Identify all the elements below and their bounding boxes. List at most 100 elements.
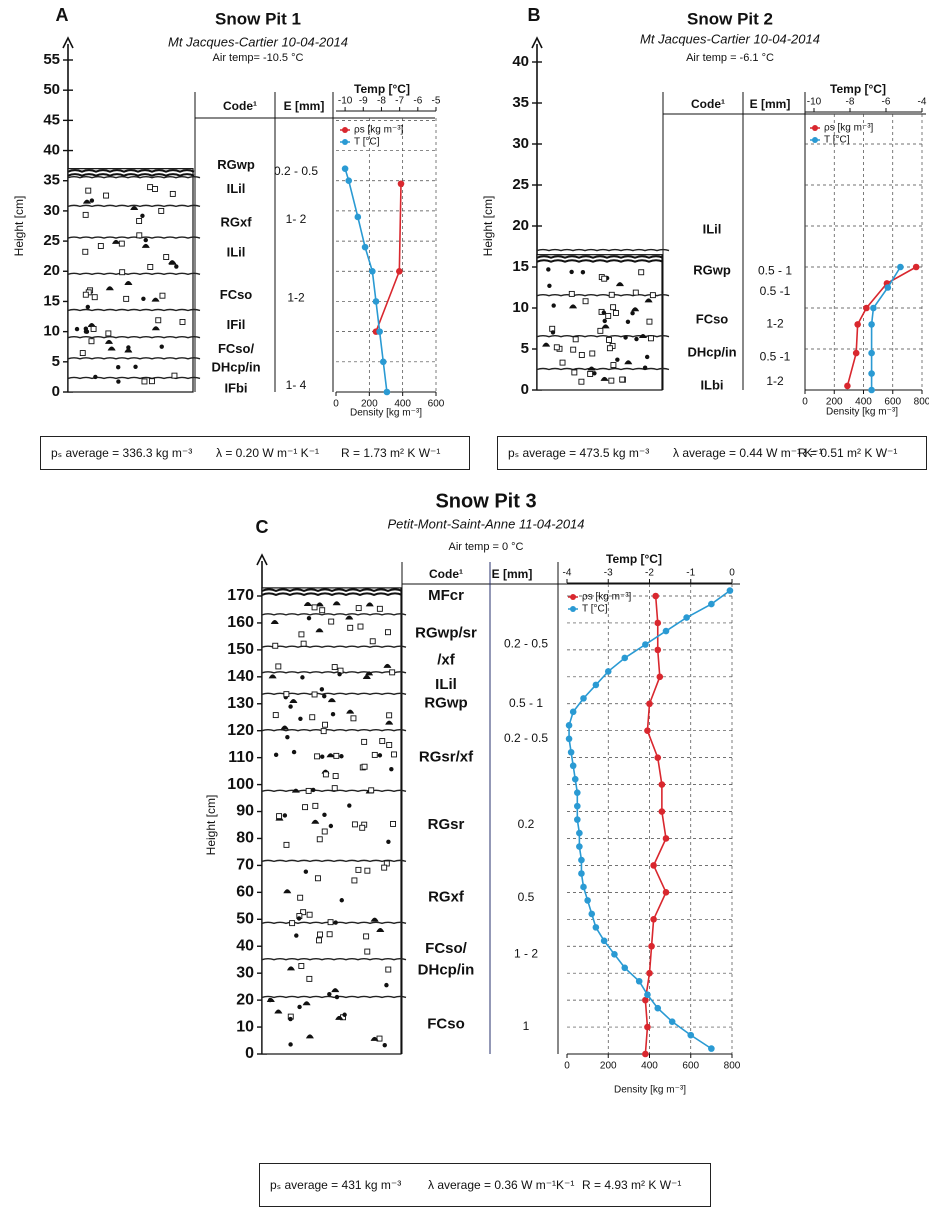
temp-point [584, 897, 591, 904]
density-tick-label: 200 [361, 399, 378, 410]
grain-symbol-rounded [303, 869, 309, 874]
grain-symbol-depth-hoar [274, 1009, 283, 1014]
grain-symbol-faceted [272, 712, 279, 719]
density-series-line [644, 595, 667, 1055]
temp-point [379, 358, 387, 366]
grain-symbol-faceted [605, 312, 612, 319]
layer-boundary [261, 645, 407, 648]
grain-symbol-faceted [79, 350, 86, 357]
grain-symbol-depth-hoar [302, 1001, 311, 1006]
layer-code-label: DHcp/in [687, 345, 736, 360]
density-tick-label: 600 [884, 397, 901, 408]
height-tick-label: 120 [227, 722, 254, 739]
temp-tick-label: -3 [604, 568, 613, 579]
panel-air-temp: Air temp = 0 °C [448, 541, 523, 553]
grain-symbol-depth-hoar [370, 1036, 379, 1041]
height-axis-label: Height [cm] [12, 196, 26, 257]
temp-point [565, 722, 573, 729]
grain-symbol-rounded [319, 687, 325, 692]
layer-boundary [261, 671, 407, 674]
layer-boundary [67, 335, 201, 339]
panel-location: Mt Jacques-Cartier 10-04-2014 [168, 34, 348, 49]
grain-symbol-faceted [606, 345, 613, 352]
layer-e-label: 0.2 - 0.5 [274, 164, 318, 178]
layer-boundary [261, 859, 407, 863]
grain-symbol-faceted [88, 338, 95, 345]
layer-boundary [261, 729, 407, 732]
grain-symbol-faceted [610, 304, 617, 311]
grain-symbol-faceted [319, 607, 326, 614]
grain-symbol-depth-hoar [542, 342, 551, 347]
grain-symbol-faceted [320, 728, 327, 735]
grain-symbol-rounded [333, 920, 338, 925]
grain-symbol-depth-hoar [82, 199, 91, 204]
grain-symbol-faceted [612, 310, 619, 316]
layer-code-label: RGxf [220, 214, 252, 229]
grain-symbol-faceted [169, 190, 176, 197]
grain-symbol-depth-hoar [105, 339, 114, 344]
density-tick-label: 600 [428, 399, 445, 410]
panel-title: Snow Pit 1 [215, 9, 301, 28]
grain-symbol-rounded [342, 1012, 347, 1017]
grain-symbol-faceted [311, 691, 318, 698]
grain-symbol-faceted [649, 292, 656, 299]
temp-point [621, 964, 629, 972]
temp-point [644, 991, 651, 999]
temp-point [884, 284, 892, 291]
grain-symbol-faceted [314, 753, 321, 760]
grain-symbol-rounded [601, 310, 607, 315]
grain-symbol-faceted [322, 771, 329, 778]
height-tick-label: 70 [236, 857, 254, 874]
grain-symbol-rounded [296, 916, 302, 921]
panel-letter: A [56, 5, 69, 25]
density-point [396, 267, 403, 275]
layer-code-label: RGxf [428, 889, 465, 906]
grain-symbol-rounded [615, 357, 620, 362]
code-column-header: Code¹ [429, 567, 463, 581]
grain-symbol-faceted [118, 240, 125, 247]
grain-symbol-faceted [361, 738, 368, 745]
layer-code-label: FCso/ [425, 940, 468, 957]
grain-symbol-depth-hoar [331, 988, 340, 993]
grain-symbol-faceted [90, 325, 97, 332]
density-point [658, 781, 666, 788]
grain-symbol-faceted [159, 292, 166, 299]
layer-e-label: 1-2 [766, 374, 784, 388]
temp-point [383, 388, 391, 396]
grain-symbol-depth-hoar [286, 966, 295, 971]
grain-symbol-rounded [339, 898, 344, 903]
grain-symbol-faceted [326, 931, 333, 938]
temp-tick-label: -1 [686, 568, 695, 579]
grain-symbol-rounded [328, 823, 334, 829]
layer-code-label: ILil [703, 222, 722, 237]
temp-tick-label: -10 [338, 96, 353, 107]
density-tick-label: 400 [641, 1061, 658, 1072]
density-point [854, 321, 861, 328]
height-tick-label: 150 [227, 641, 254, 658]
grain-symbol-depth-hoar [644, 298, 653, 303]
density-point [650, 915, 657, 923]
layer-boundary [536, 248, 670, 252]
density-point [654, 646, 662, 654]
layer-code-label: /xf [437, 652, 456, 669]
grain-symbol-faceted [300, 640, 307, 647]
summary-density: pₛ average = 336.3 kg m⁻³ [51, 446, 193, 460]
grain-symbol-rounded [116, 379, 121, 384]
density-tick-label: 200 [600, 1061, 617, 1072]
temp-point [592, 924, 600, 931]
temp-point [600, 937, 608, 945]
layer-code-label: IFil [227, 317, 246, 332]
grain-symbol-faceted [606, 336, 612, 343]
temp-point [567, 748, 575, 756]
grain-symbol-depth-hoar [385, 720, 394, 725]
snow-surface-crust [536, 259, 664, 263]
height-axis-arrow [256, 553, 268, 566]
density-tick-label: 800 [914, 397, 929, 408]
summary-conductivity: λ average = 0.36 W m⁻¹K⁻¹ [428, 1178, 575, 1192]
grain-symbol-faceted [300, 909, 307, 916]
code-column-header: Code¹ [691, 97, 725, 111]
temp-tick-label: -6 [413, 96, 422, 107]
grain-symbol-faceted [371, 751, 378, 758]
temp-point [341, 165, 349, 172]
e-column-header: E [mm] [750, 97, 791, 111]
